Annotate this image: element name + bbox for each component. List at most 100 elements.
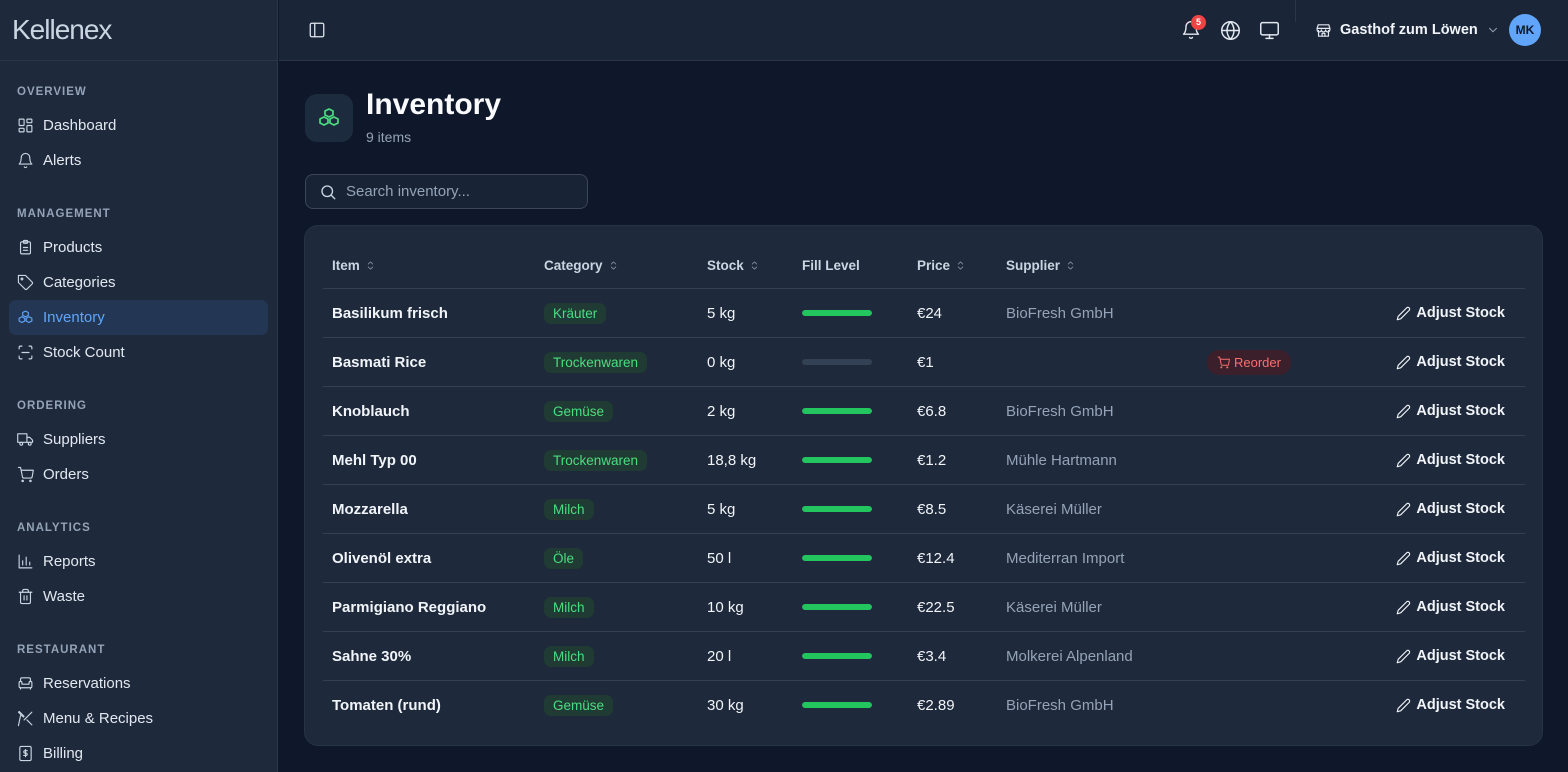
fill-level-bar [802,310,872,316]
sidebar-item-stock-count[interactable]: Stock Count [9,335,268,370]
language-button[interactable] [1218,18,1242,42]
supplier-name: Käserei Müller [1006,500,1102,518]
user-avatar[interactable]: MK [1509,14,1541,46]
category-cell: Gemüse [544,681,614,729]
adjust-stock-label: Adjust Stock [1416,550,1505,566]
supplier-name: Mühle Hartmann [1006,451,1117,469]
display-button[interactable] [1257,18,1281,42]
item-name: Sahne 30% [332,647,412,665]
fill-level-bar [802,702,872,708]
sidebar-item-label: Dashboard [43,117,117,134]
pencil-icon [1396,453,1411,468]
adjust-stock-button[interactable]: Adjust Stock [1396,583,1505,631]
price-value: €3.4 [917,647,947,665]
topbar-divider [1295,0,1296,22]
sidebar-item-label: Orders [43,466,89,483]
search-box[interactable] [305,174,588,209]
section-title-restaurant: RESTAURANT [17,644,106,656]
sidebar-item-label: Menu & Recipes [43,710,154,727]
adjust-stock-button[interactable]: Adjust Stock [1396,485,1505,533]
adjust-stock-button[interactable]: Adjust Stock [1396,387,1505,435]
sidebar-toggle-button[interactable] [305,18,329,42]
chevron-down-icon [1486,23,1500,37]
cart-icon [1217,356,1230,369]
restaurant-name: Gasthof zum Löwen [1340,22,1478,38]
restaurant-selector[interactable]: Gasthof zum Löwen [1315,18,1500,42]
table-row: Basilikum frisch Kräuter 5 kg €24 BioFre… [323,289,1525,338]
sort-icon [955,259,966,272]
pencil-icon [1396,306,1411,321]
fill-level-bar-fill [802,506,872,512]
sidebar-item-billing[interactable]: Billing [9,736,268,771]
fill-level-bar-fill [802,604,872,610]
sidebar-item-dashboard[interactable]: Dashboard [9,108,268,143]
category-badge: Öle [544,547,584,569]
bell-icon: 5 [1181,15,1206,40]
stock-value: 30 kg [707,696,744,714]
adjust-stock-button[interactable]: Adjust Stock [1396,289,1505,337]
category-badge: Milch [544,596,594,618]
category-cell: Milch [544,632,594,680]
sidebar-item-alerts[interactable]: Alerts [9,143,268,178]
column-header-label: Item [332,258,360,273]
column-header-item[interactable]: Item [332,258,376,273]
supplier-name: Molkerei Alpenland [1006,647,1133,665]
adjust-stock-label: Adjust Stock [1416,599,1505,615]
adjust-stock-button[interactable]: Adjust Stock [1396,681,1505,729]
price-value: €22.5 [917,598,955,616]
column-header-label: Category [544,258,603,273]
sidebar-item-orders[interactable]: Orders [9,457,268,492]
category-badge: Trockenwaren [544,449,648,471]
price-value: €12.4 [917,549,955,567]
fill-level-bar [802,359,872,365]
adjust-stock-button[interactable]: Adjust Stock [1396,436,1505,484]
supplier-name: Käserei Müller [1006,598,1102,616]
adjust-stock-label: Adjust Stock [1416,403,1505,419]
price-value: €6.8 [917,402,947,420]
globe-icon [1220,20,1241,41]
pencil-icon [1396,502,1411,517]
sidebar-item-menu-recipes[interactable]: Menu & Recipes [9,701,268,736]
column-header-price[interactable]: Price [917,258,966,273]
sidebar-item-suppliers[interactable]: Suppliers [9,422,268,457]
pencil-icon [1396,698,1411,713]
reorder-cell: Reorder [1207,338,1291,386]
fill-level-cell [802,289,872,337]
pencil-icon [1396,551,1411,566]
sort-icon [749,259,760,272]
column-header-stock[interactable]: Stock [707,258,760,273]
utensils-icon [17,710,34,727]
column-header-category[interactable]: Category [544,258,619,273]
supplier-name: BioFresh GmbH [1006,304,1114,322]
search-input[interactable] [346,183,566,200]
boxes-icon [317,106,341,130]
sidebar-item-label: Suppliers [43,431,106,448]
armchair-icon [17,675,34,692]
price-value: €8.5 [917,500,947,518]
notifications-button[interactable]: 5 [1179,15,1206,42]
item-name: Basmati Rice [332,353,427,371]
sidebar-item-reports[interactable]: Reports [9,544,268,579]
column-header-supplier[interactable]: Supplier [1006,258,1076,273]
fill-level-bar-fill [802,457,872,463]
sidebar-item-categories[interactable]: Categories [9,265,268,300]
sidebar-item-inventory[interactable]: Inventory [9,300,268,335]
fill-level-bar [802,604,872,610]
stock-value: 5 kg [707,500,736,518]
column-header-label: Stock [707,258,744,273]
sidebar-item-waste[interactable]: Waste [9,579,268,614]
fill-level-cell [802,534,872,582]
category-cell: Trockenwaren [544,436,648,484]
adjust-stock-button[interactable]: Adjust Stock [1396,534,1505,582]
sidebar-item-products[interactable]: Products [9,230,268,265]
adjust-stock-label: Adjust Stock [1416,697,1505,713]
adjust-stock-button[interactable]: Adjust Stock [1396,338,1505,386]
table-row: Basmati Rice Trockenwaren 0 kg €1 Reorde… [323,338,1525,387]
truck-icon [17,431,34,448]
adjust-stock-button[interactable]: Adjust Stock [1396,632,1505,680]
sidebar-item-reservations[interactable]: Reservations [9,666,268,701]
sidebar-item-label: Billing [43,745,84,762]
bar-chart-icon [17,553,34,570]
reorder-button[interactable]: Reorder [1207,349,1291,375]
fill-level-bar-fill [802,702,872,708]
